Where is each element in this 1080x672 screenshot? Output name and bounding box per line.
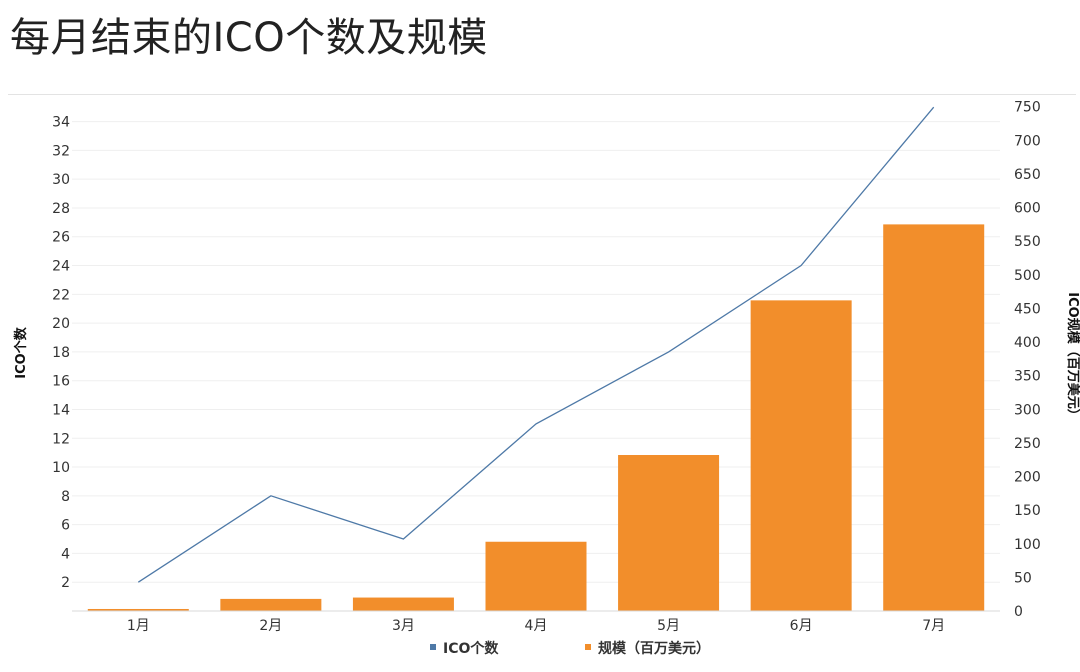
right-tick-label: 650 <box>1014 167 1041 183</box>
right-tick-label: 400 <box>1014 335 1041 351</box>
gridlines <box>72 121 1000 583</box>
legend-label: 规模（百万美元） <box>598 640 710 657</box>
left-tick-label: 28 <box>52 201 70 217</box>
left-axis-title: ICO个数 <box>13 326 29 378</box>
legend: ICO个数 规模（百万美元） <box>430 640 710 657</box>
left-tick-label: 32 <box>52 143 70 159</box>
x-tick-label: 4月 <box>525 618 548 634</box>
bar <box>87 608 189 611</box>
right-tick-label: 150 <box>1014 503 1041 519</box>
right-tick-label: 0 <box>1014 604 1023 620</box>
right-tick-label: 350 <box>1014 369 1041 385</box>
x-tick-label: 7月 <box>922 618 945 634</box>
bar <box>352 597 454 611</box>
left-tick-label: 24 <box>52 259 70 275</box>
right-tick-label: 200 <box>1014 470 1041 486</box>
right-tick-label: 600 <box>1014 201 1041 217</box>
left-tick-label: 18 <box>52 345 70 361</box>
legend-swatch <box>430 644 436 650</box>
x-tick-label: 5月 <box>657 618 680 634</box>
right-axis-ticks: 0 50 100 150 200 250 300 350 400 450 500 550 600 650 7… <box>1014 100 1041 620</box>
right-tick-label: 300 <box>1014 402 1041 418</box>
bar-series <box>87 224 985 611</box>
left-tick-label: 8 <box>61 489 70 505</box>
bar <box>485 541 587 611</box>
left-tick-label: 2 <box>61 575 70 591</box>
left-tick-label: 4 <box>61 546 70 562</box>
legend-swatch <box>585 644 591 650</box>
x-axis-ticks: 1月 2月 3月 4月 5月 6月 7月 <box>127 618 945 634</box>
right-tick-label: 100 <box>1014 537 1041 553</box>
left-tick-label: 22 <box>52 287 70 303</box>
left-tick-label: 12 <box>52 431 70 447</box>
left-tick-label: 10 <box>52 460 70 476</box>
bar <box>750 300 852 611</box>
left-tick-label: 26 <box>52 230 70 246</box>
x-tick-label: 3月 <box>392 618 415 634</box>
bar <box>220 598 322 611</box>
bar <box>618 455 720 611</box>
x-tick-label: 2月 <box>259 618 282 634</box>
right-tick-label: 250 <box>1014 436 1041 452</box>
x-tick-label: 6月 <box>790 618 813 634</box>
right-tick-label: 500 <box>1014 268 1041 284</box>
bar <box>883 224 985 611</box>
left-tick-label: 14 <box>52 402 70 418</box>
left-tick-label: 34 <box>52 115 70 131</box>
legend-label: ICO个数 <box>443 640 499 657</box>
right-tick-label: 550 <box>1014 234 1041 250</box>
x-tick-label: 1月 <box>127 618 150 634</box>
right-axis-title: ICO规模（百万美元） <box>1065 292 1080 421</box>
title-divider <box>8 94 1076 95</box>
right-tick-label: 700 <box>1014 133 1041 149</box>
left-tick-label: 16 <box>52 374 70 390</box>
right-tick-label: 50 <box>1014 570 1032 586</box>
series-line <box>137 106 935 583</box>
line-series <box>137 106 935 583</box>
right-tick-label: 750 <box>1014 100 1041 116</box>
left-tick-label: 20 <box>52 316 70 332</box>
left-tick-label: 6 <box>61 518 70 534</box>
right-tick-label: 450 <box>1014 301 1041 317</box>
left-tick-label: 30 <box>52 172 70 188</box>
page-title: 每月结束的ICO个数及规模 <box>10 15 488 61</box>
